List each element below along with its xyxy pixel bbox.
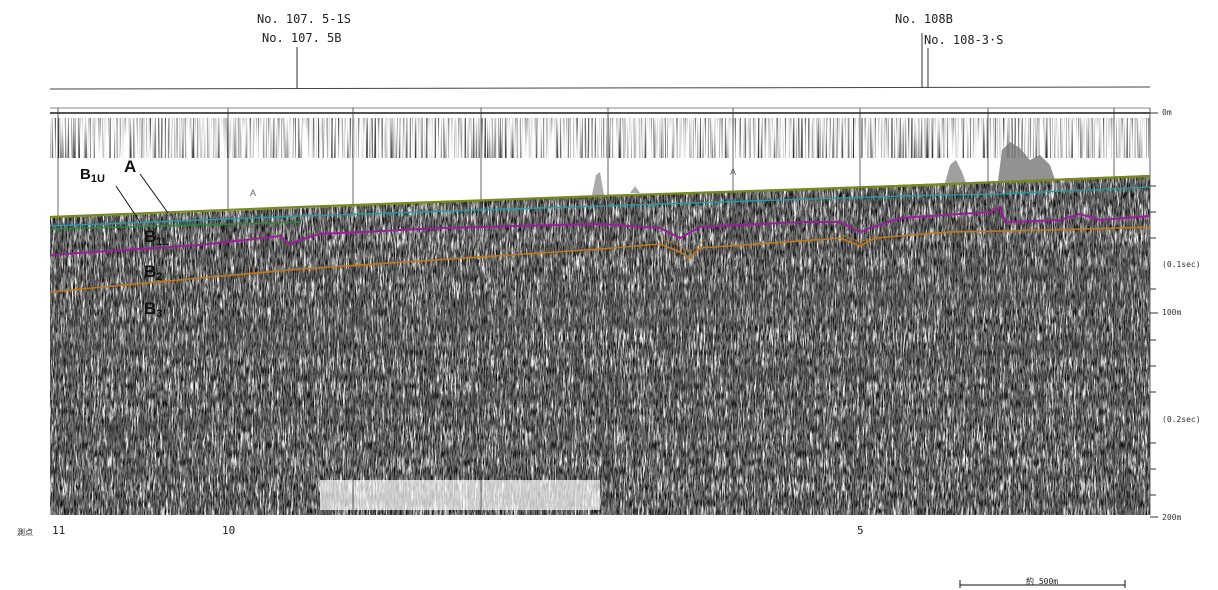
depth-label-200m: 200m (1162, 513, 1182, 522)
scale-bar-label: 約 500m (1026, 577, 1059, 586)
survey-line-label-left-upper: No. 107. 5-1S (257, 12, 351, 26)
layer-label-B3-sub: 3 (156, 308, 163, 320)
horizon-B1U (49, 186, 1151, 227)
horizon-A (49, 174, 1151, 219)
layer-label-B1L-main: B (144, 227, 157, 246)
station-label-5: 5 (857, 524, 864, 537)
station-grid-lines (57, 108, 1151, 515)
depth-label-0.2sec: (0.2sec) (1162, 415, 1201, 424)
layer-label-B1U: B1U (80, 166, 105, 185)
inline-label-B-left: B (250, 226, 257, 236)
layer-label-B2: B2 (144, 262, 162, 283)
survey-line-label-left-lower: No. 107. 5B (262, 31, 342, 45)
layer-label-B1U-main: B (80, 166, 91, 183)
horizon-B2-lower (659, 233, 876, 253)
depth-label-100m: 100m (1162, 308, 1182, 317)
station-caption: 測点 (17, 528, 33, 537)
horizon-B1U-green (49, 221, 301, 230)
layer-label-B1L-sub: 1L (156, 236, 170, 248)
depth-label-0m: 0m (1162, 108, 1172, 117)
layer-label-B2-main: B (144, 262, 157, 281)
station-label-11: 11 (52, 524, 66, 537)
water-column (50, 118, 1150, 158)
layer-label-B1L: B1L (144, 227, 169, 248)
layer-label-B1U-sub: 1U (90, 173, 105, 185)
seafloor-mounds (592, 142, 1055, 195)
scale-bar (959, 580, 1126, 588)
layer-label-B3-main: B (144, 299, 157, 318)
depth-label-0.1sec: (0.1sec) (1162, 260, 1201, 269)
leader-line-B1U (115, 185, 141, 223)
layer-label-A: A (124, 157, 137, 176)
survey-line-label-right-lower: No. 108-3·S (924, 33, 1004, 47)
inline-label-A-right: A (730, 167, 737, 177)
sediment-reflections (50, 175, 1150, 515)
sea-surface-line (49, 86, 1151, 114)
depth-scale-ticks (1150, 112, 1158, 518)
layer-label-B2-sub: 2 (156, 271, 163, 283)
station-label-10: 10 (222, 524, 236, 537)
survey-line-label-right-upper: No. 108B (895, 12, 953, 26)
horizon-B1L (49, 205, 1151, 256)
horizon-B2 (49, 226, 1151, 293)
inline-label-A-left: A (250, 188, 257, 198)
leader-line-A (139, 173, 169, 214)
layer-label-B3: B3 (144, 299, 162, 320)
